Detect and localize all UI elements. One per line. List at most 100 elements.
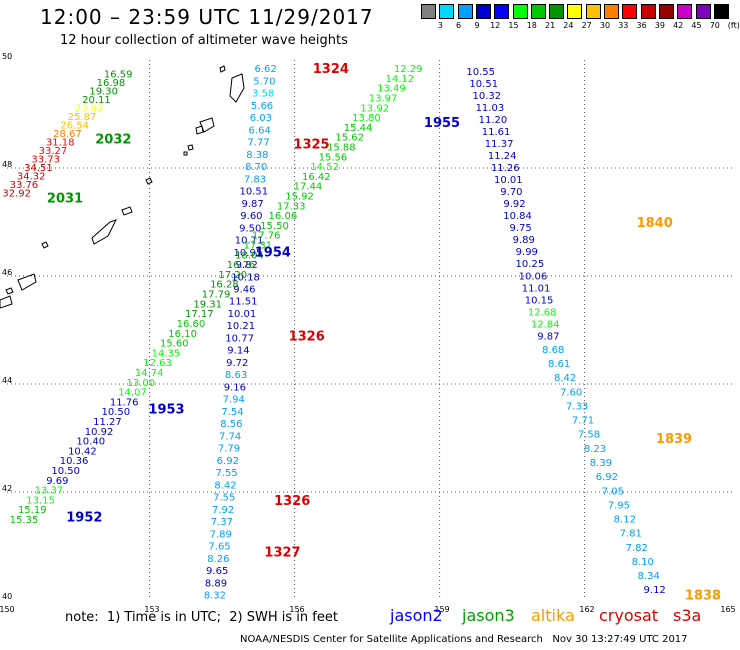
wave-height-value: 11.27 xyxy=(93,417,122,428)
lat-label: 40 xyxy=(2,592,12,601)
scale-swatch xyxy=(475,4,491,19)
lon-label: 150 xyxy=(0,605,15,614)
wave-height-value: 8.68 xyxy=(542,345,564,356)
wave-height-value: 10.95 xyxy=(234,248,263,259)
island-outline xyxy=(121,206,133,216)
scale-swatch xyxy=(658,4,674,19)
wave-height-value: 7.55 xyxy=(216,468,238,479)
wave-height-value: 13.15 xyxy=(26,495,55,506)
jason2-track-1: 10.5510.5110.3211.0311.2011.6111.3711.24… xyxy=(466,67,559,343)
lat-lon-grid xyxy=(7,60,732,600)
lat-label: 48 xyxy=(2,160,12,169)
wave-height-value: 9.65 xyxy=(206,566,228,577)
wave-height-value: 7.58 xyxy=(578,430,600,441)
wave-height-value: 7.77 xyxy=(247,138,269,149)
scale-label: 27 xyxy=(581,21,592,30)
pass-time-label: 1324 xyxy=(313,62,349,77)
lon-label: 165 xyxy=(720,605,735,614)
wave-height-value: 9.60 xyxy=(240,211,262,222)
wave-height-value: 9.87 xyxy=(241,199,263,210)
wave-height-value: 12.68 xyxy=(528,307,557,318)
wave-height-value: 9.75 xyxy=(510,223,532,234)
jason3-track-1: 12.2914.1213.4913.9713.9213.8015.4415.62… xyxy=(10,64,423,526)
wave-height-value: 19.31 xyxy=(193,299,222,310)
pass-time-label: 1840 xyxy=(637,216,673,231)
wave-height-value: 9.99 xyxy=(516,247,538,258)
wave-height-value: 10.51 xyxy=(239,187,268,198)
scale-label: 39 xyxy=(654,21,665,30)
wave-height-value: 9.46 xyxy=(233,284,255,295)
wave-height-value: 10.01 xyxy=(494,175,523,186)
wave-height-value: 10.92 xyxy=(85,427,114,438)
pass-time-label: 2031 xyxy=(47,192,83,207)
wave-height-value: 15.19 xyxy=(18,505,47,516)
wave-height-value: 7.82 xyxy=(626,543,648,554)
wave-height-value: 17.20 xyxy=(218,270,247,281)
scale-label: 9 xyxy=(474,21,480,30)
wave-height-value: 17.31 xyxy=(243,241,272,252)
wave-height-value: 8.56 xyxy=(220,419,242,430)
scale-label: 45 xyxy=(691,21,702,30)
wave-height-value: 9.50 xyxy=(239,223,261,234)
wave-height-value: 7.71 xyxy=(572,416,594,427)
wave-height-value: 8.42 xyxy=(554,373,576,384)
scale-swatch xyxy=(530,4,546,19)
scale-label: 21 xyxy=(545,21,556,30)
pass-time-label: 1326 xyxy=(289,329,325,344)
wave-height-value: 16.76 xyxy=(227,260,256,271)
scale-label: 42 xyxy=(673,21,684,30)
map-title: 12:00 – 23:59 UTC 11/29/2017 xyxy=(40,5,374,29)
wave-height-value: 7.95 xyxy=(608,500,630,511)
wave-height-value: 23.92 xyxy=(75,103,104,114)
wave-height-value: 10.40 xyxy=(76,437,105,448)
wave-height-value: 10.50 xyxy=(101,407,130,418)
wave-height-value: 33.27 xyxy=(39,146,68,157)
wave-height-value: 6.03 xyxy=(250,113,272,124)
axis-labels: 50 48 46 44 42 40 150 153 156 159 162 165 xyxy=(0,52,736,614)
scale-swatch xyxy=(512,4,528,19)
wave-height-value: 8.89 xyxy=(205,578,227,589)
wave-height-value: 9.16 xyxy=(224,382,246,393)
altika-track-1: 6.625.70 3.585.666.036.64 7.778.388.707.83… xyxy=(204,64,277,601)
wave-height-value: 16.60 xyxy=(177,319,206,330)
lat-label: 44 xyxy=(2,376,12,385)
wave-height-value: 8.63 xyxy=(225,370,247,381)
scale-label: 18 xyxy=(526,21,537,30)
scale-label: 24 xyxy=(563,21,574,30)
wave-height-value: 9.89 xyxy=(513,235,535,246)
wave-height-value: 11.37 xyxy=(485,139,514,150)
wave-height-value: 10.36 xyxy=(60,456,89,467)
altika-track-2: 8.68 8.61 8.42 7.60 7.33 7.71 7.58 8.23 8.39 6.92… xyxy=(542,345,666,596)
wave-height-value: 17.79 xyxy=(202,290,231,301)
island-outline xyxy=(41,241,49,249)
wave-height-value: 7.60 xyxy=(560,387,582,398)
satellite-legend-item: jason2 xyxy=(390,606,443,625)
wave-height-value: 7.55 xyxy=(213,493,235,504)
wave-height-value: 10.77 xyxy=(225,333,254,344)
wave-height-value: 5.66 xyxy=(251,101,273,112)
wave-height-value: 15.35 xyxy=(10,515,39,526)
wave-height-value: 7.89 xyxy=(210,529,232,540)
wave-height-value: 13.00 xyxy=(127,378,156,389)
wave-height-value: 8.61 xyxy=(548,359,570,370)
wave-height-value: 7.05 xyxy=(602,486,624,497)
wave-height-value: 15.88 xyxy=(327,143,356,154)
island-outline xyxy=(17,273,37,291)
lon-label: 153 xyxy=(144,605,159,614)
satellite-legend-item: altika xyxy=(531,606,575,625)
wave-height-value: 17.44 xyxy=(294,182,323,193)
pass-time-label: 1953 xyxy=(148,402,184,417)
lon-label: 156 xyxy=(289,605,304,614)
wave-height-value: 34.32 xyxy=(17,171,46,182)
wave-height-value: 20.11 xyxy=(82,95,111,106)
wave-height-value: 33.76 xyxy=(10,180,39,191)
wave-height-value: 7.33 xyxy=(566,401,588,412)
pass-time-label: 1326 xyxy=(274,494,310,509)
island-outline xyxy=(145,177,153,185)
wave-height-value: 7.74 xyxy=(219,431,241,442)
scale-label: 6 xyxy=(456,21,462,30)
wave-height-value: 8.34 xyxy=(638,571,660,582)
wave-height-value: 10.18 xyxy=(231,272,260,283)
wave-height-value: 10.55 xyxy=(466,67,495,78)
